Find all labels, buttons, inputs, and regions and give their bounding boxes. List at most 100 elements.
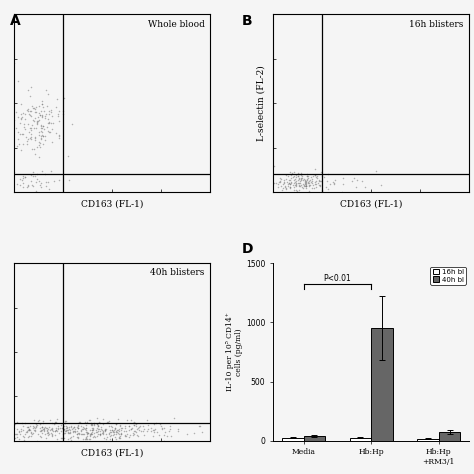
- Point: [42, 182, 49, 190]
- Point: [295, 173, 302, 180]
- Point: [18, 146, 25, 154]
- Point: [52, 129, 60, 137]
- Point: [19, 172, 27, 179]
- Point: [46, 416, 54, 424]
- Point: [199, 428, 206, 436]
- Point: [0, 419, 3, 427]
- Point: [36, 427, 44, 435]
- Point: [96, 428, 104, 435]
- Point: [50, 177, 58, 185]
- Point: [31, 137, 39, 144]
- Point: [100, 434, 108, 442]
- Point: [361, 183, 369, 191]
- Point: [18, 113, 26, 121]
- Point: [87, 431, 95, 438]
- Point: [302, 185, 310, 192]
- Point: [280, 180, 287, 188]
- Point: [37, 427, 45, 435]
- Point: [45, 90, 52, 98]
- Point: [49, 428, 57, 435]
- Point: [96, 425, 103, 433]
- Point: [97, 425, 105, 433]
- Point: [10, 59, 18, 66]
- Point: [315, 177, 323, 185]
- Point: [39, 425, 46, 433]
- Point: [34, 144, 41, 151]
- Point: [302, 180, 310, 188]
- Point: [58, 434, 65, 442]
- Point: [292, 181, 300, 188]
- Point: [47, 167, 55, 174]
- Point: [48, 431, 56, 438]
- Point: [43, 424, 50, 431]
- Point: [54, 425, 62, 433]
- Point: [270, 179, 278, 187]
- Point: [98, 428, 106, 436]
- Point: [144, 421, 152, 429]
- Point: [114, 426, 122, 433]
- Point: [297, 175, 305, 183]
- Point: [102, 435, 109, 443]
- Point: [74, 433, 82, 440]
- Point: [127, 426, 135, 433]
- X-axis label: CD163 (FL-1): CD163 (FL-1): [81, 200, 144, 209]
- Point: [27, 422, 34, 429]
- Point: [295, 182, 302, 190]
- Point: [22, 133, 30, 141]
- Point: [19, 432, 27, 440]
- Point: [150, 426, 157, 434]
- Point: [79, 430, 86, 438]
- Point: [120, 428, 128, 435]
- Point: [297, 169, 305, 177]
- Point: [44, 429, 51, 437]
- Point: [47, 119, 55, 127]
- Point: [66, 429, 73, 437]
- Point: [35, 417, 42, 425]
- Point: [112, 427, 120, 435]
- Point: [47, 106, 55, 114]
- Point: [60, 94, 67, 102]
- Point: [19, 109, 27, 117]
- Point: [90, 433, 97, 441]
- Point: [77, 426, 84, 434]
- Point: [105, 422, 113, 430]
- Point: [74, 425, 82, 432]
- Point: [113, 428, 121, 436]
- Point: [19, 427, 27, 434]
- Point: [125, 422, 133, 429]
- Point: [59, 424, 66, 432]
- Point: [29, 169, 37, 176]
- Point: [108, 426, 115, 434]
- Point: [285, 180, 293, 187]
- Point: [38, 427, 46, 434]
- Point: [42, 178, 49, 185]
- Point: [155, 431, 163, 439]
- Point: [312, 173, 320, 181]
- Point: [41, 426, 48, 433]
- Point: [30, 416, 37, 423]
- Point: [39, 132, 46, 140]
- Point: [11, 420, 19, 428]
- Point: [74, 435, 82, 442]
- Point: [105, 430, 112, 438]
- Bar: [439, 432, 460, 441]
- Text: 40h blisters: 40h blisters: [150, 268, 204, 277]
- Point: [52, 426, 60, 434]
- Point: [161, 424, 168, 431]
- Point: [111, 424, 119, 432]
- Point: [11, 430, 19, 438]
- Point: [82, 436, 90, 443]
- Point: [40, 107, 48, 115]
- Point: [37, 122, 45, 129]
- Point: [38, 128, 46, 136]
- Point: [45, 178, 52, 186]
- Point: [16, 175, 24, 182]
- Point: [51, 428, 59, 435]
- Point: [274, 181, 282, 188]
- Point: [73, 433, 81, 440]
- Point: [131, 419, 138, 427]
- Point: [268, 174, 275, 182]
- Point: [306, 182, 314, 189]
- Point: [283, 175, 290, 183]
- Point: [295, 174, 303, 182]
